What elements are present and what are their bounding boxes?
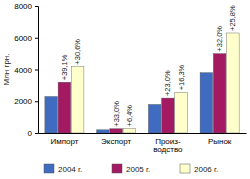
y-tick: 0 [28,129,38,138]
y-tick: 6000 [14,34,38,43]
y-tick-mark [35,133,38,134]
x-tick: Произ-водство [153,133,183,154]
y-axis-line [35,7,39,134]
bar [175,92,188,133]
y-tick-label: 6000 [14,34,32,43]
bar [148,104,161,133]
bar-series [45,73,213,133]
legend-label: 2004 г. [58,165,82,174]
y-tick: 8000 [14,2,38,11]
x-tick: Рынок [208,133,232,146]
y-tick-label: 2000 [14,97,32,106]
x-tick-label-line: водство [153,145,183,154]
x-tick-label: Импорт [50,137,78,146]
bar [45,96,58,133]
growth-label: +23,0% [163,70,172,96]
bar [71,67,84,133]
y-axis-title: Млн грн. [2,54,11,86]
legend-swatch [180,164,190,173]
y-tick: 2000 [14,97,38,106]
bar [97,130,110,133]
y-tick-label: 0 [28,129,33,138]
x-tick-label: Экспорт [101,137,131,146]
x-tick-label: Рынок [208,137,232,146]
y-tick-label: 4000 [14,66,32,75]
y-tick-label: 8000 [14,2,32,11]
bar-series [58,54,226,133]
bar [58,82,71,133]
x-axis: Импорт Экспорт Произ-водство Рынок [39,133,247,154]
legend-label: 2005 г. [126,165,150,174]
growth-label: +16,3% [177,64,186,90]
legend-swatch [44,164,54,173]
bar [123,128,136,133]
x-axis-line [39,133,247,134]
bar [162,98,175,133]
x-tick-label-line: Произ- [155,137,181,146]
bar [110,129,123,133]
legend-swatch [112,164,122,173]
growth-label: +33,0% [112,101,121,127]
growth-label: +25,8% [228,5,237,31]
legend-item: 2006 г. [180,164,218,174]
y-tick-mark [35,101,38,102]
plot: +39,1% +33,0% +23,0% +32,0% +30,6% +6,4% +16,3… [14,2,246,154]
growth-label: +32,0% [215,26,224,52]
x-tick-label-line: Рынок [208,137,232,146]
legend-label: 2006 г. [194,165,218,174]
bar [200,73,213,133]
legend-item: 2004 г. [44,164,82,174]
y-axis: 0 2000 4000 6000 8000 [14,2,38,138]
growth-label: +6,4% [125,105,134,127]
bar [213,54,226,133]
growth-label: +39,1% [60,54,69,80]
y-tick-mark [35,38,38,39]
growth-label: +30,6% [73,39,82,65]
y-tick-mark [35,6,38,7]
y-tick-mark [35,70,38,71]
bar [227,33,240,133]
bars [45,33,239,133]
annotations: +39,1% +33,0% +23,0% +32,0% +30,6% +6,4% +16,3… [60,5,237,127]
x-tick-label-line: Импорт [50,137,78,146]
y-tick: 4000 [14,66,38,75]
legend: 2004 г. 2005 г. 2006 г. [44,164,218,174]
x-tick-label-line: Экспорт [101,137,131,146]
x-tick-label: Произ-водство [153,137,183,155]
x-tick: Импорт [50,133,78,146]
bar-series [71,33,239,133]
chart: +39,1% +33,0% +23,0% +32,0% +30,6% +6,4% +16,3… [0,0,250,179]
x-tick: Экспорт [101,133,131,146]
legend-item: 2005 г. [112,164,150,174]
